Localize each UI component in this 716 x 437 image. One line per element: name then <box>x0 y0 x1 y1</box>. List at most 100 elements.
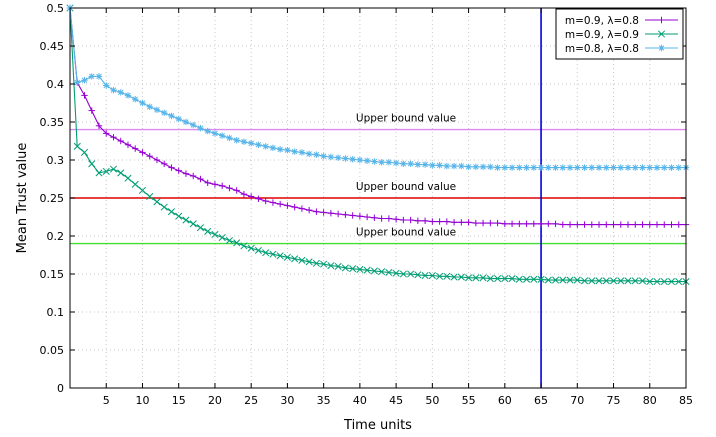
data-point <box>385 159 393 166</box>
data-point <box>320 260 328 268</box>
data-point <box>291 255 299 263</box>
data-point <box>262 143 269 150</box>
data-point <box>190 121 197 129</box>
y-tick-label: 0.45 <box>40 40 65 53</box>
data-point <box>494 275 502 283</box>
data-point <box>508 220 516 228</box>
data-point <box>132 96 139 103</box>
data-point <box>327 153 335 161</box>
data-point <box>545 164 552 171</box>
data-point <box>646 221 653 228</box>
x-tick-label: 50 <box>425 394 439 407</box>
data-point <box>610 164 617 171</box>
data-point <box>450 162 458 170</box>
data-point <box>617 164 624 171</box>
data-point <box>356 156 364 164</box>
data-point <box>552 220 559 228</box>
data-point <box>675 221 682 228</box>
x-tick-label: 75 <box>607 394 621 407</box>
data-point <box>175 212 183 220</box>
data-point <box>537 275 545 283</box>
x-tick-label: 55 <box>462 394 476 407</box>
data-point <box>400 216 407 224</box>
y-tick-label: 0.05 <box>40 344 65 357</box>
data-point <box>653 278 661 286</box>
data-point <box>487 219 494 227</box>
y-tick-label: 0.2 <box>47 230 65 243</box>
data-point <box>436 162 443 169</box>
y-tick-label: 0.4 <box>47 78 65 91</box>
data-point <box>443 218 451 225</box>
data-point <box>132 145 139 152</box>
data-point <box>516 164 523 171</box>
data-point <box>574 164 581 171</box>
data-point <box>530 164 538 171</box>
data-point <box>81 92 88 99</box>
x-tick-label: 40 <box>353 394 367 407</box>
series-star <box>66 4 690 171</box>
data-point <box>124 174 132 182</box>
data-point <box>429 162 436 169</box>
data-point <box>327 210 335 217</box>
data-point <box>610 221 617 228</box>
data-point <box>508 164 516 171</box>
data-point <box>349 212 356 219</box>
y-tick-label: 0.3 <box>47 154 65 167</box>
data-point <box>668 221 675 228</box>
reference-lines <box>70 8 686 388</box>
data-point <box>537 164 545 171</box>
data-point <box>298 256 306 264</box>
data-point <box>646 164 653 171</box>
data-point <box>407 270 415 278</box>
data-point <box>668 164 675 171</box>
data-point <box>414 161 422 168</box>
data-point <box>595 277 603 285</box>
data-point <box>494 164 501 171</box>
data-point <box>675 164 682 171</box>
data-point <box>392 269 400 277</box>
data-point <box>516 220 523 228</box>
data-point <box>138 186 147 194</box>
data-point <box>661 221 668 228</box>
data-point <box>609 277 618 285</box>
data-point <box>580 277 589 285</box>
data-point <box>146 153 153 160</box>
data-point <box>95 169 103 177</box>
data-point <box>255 195 262 202</box>
data-point <box>160 203 168 211</box>
data-point <box>436 272 444 280</box>
data-point <box>566 164 574 171</box>
legend: m=0.9, λ=0.8 m=0.9, λ=0.9 m=0.8, λ=0.8 <box>555 8 684 60</box>
data-point <box>407 160 414 167</box>
data-point <box>385 215 393 222</box>
data-point <box>291 148 298 155</box>
axis-ticks: 5 10 15 20 25 30 35 40 45 50 55 60 65 70 75 80 85 0 0.05 0.… <box>40 2 694 407</box>
data-point <box>356 213 364 220</box>
data-point <box>472 163 480 171</box>
data-point <box>262 197 269 205</box>
data-point <box>74 79 81 86</box>
data-point <box>523 220 530 228</box>
data-point <box>80 148 89 156</box>
data-point <box>276 200 284 208</box>
data-point <box>247 140 255 147</box>
data-point <box>190 172 197 180</box>
data-point <box>342 211 349 218</box>
data-point <box>218 182 226 190</box>
x-tick-label: 20 <box>208 394 222 407</box>
data-point <box>247 244 255 252</box>
data-point <box>153 106 161 114</box>
data-point <box>254 246 262 254</box>
x-tick-label: 15 <box>172 394 186 407</box>
data-point <box>537 220 545 228</box>
data-point <box>196 224 205 232</box>
data-point <box>161 160 168 167</box>
upper-bound-label: Upper bound value <box>356 181 456 193</box>
data-point <box>262 249 270 257</box>
data-point <box>349 265 357 273</box>
data-point <box>465 219 472 226</box>
data-point <box>530 220 538 228</box>
data-point <box>501 275 509 283</box>
data-point <box>211 230 219 239</box>
data-point <box>559 221 566 228</box>
